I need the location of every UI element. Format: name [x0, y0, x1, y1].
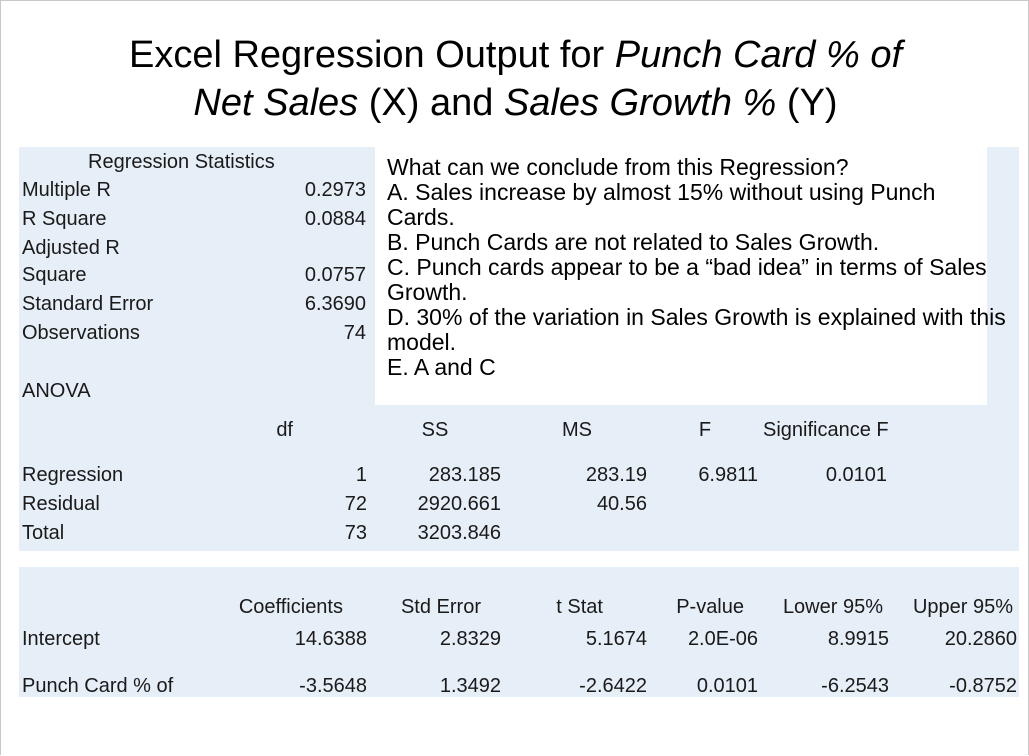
anova-row-label-residual: Residual — [22, 493, 100, 515]
question-box: What can we conclude from this Regressio… — [387, 155, 1007, 380]
anova-total-ss: 3203.846 — [417, 522, 501, 544]
anova-header-df: df — [276, 419, 293, 441]
coef-header-p-value: P-value — [676, 596, 744, 618]
question-prompt: What can we conclude from this Regressio… — [387, 154, 849, 180]
anova-regression-ms: 283.19 — [585, 464, 647, 486]
stats-table-bg — [19, 147, 375, 405]
coef-intercept-coefficient: 14.6388 — [294, 628, 367, 650]
stat-label-multiple-r: Multiple R — [22, 179, 111, 201]
anova-residual-df: 72 — [344, 493, 367, 515]
anova-row-label-total: Total — [22, 522, 65, 544]
coef-punch-card-p-value: 0.0101 — [696, 675, 758, 697]
stat-label-r-square: R Square — [22, 208, 107, 230]
regression-statistics-header: Regression Statistics — [88, 151, 275, 173]
question-option-c: C. Punch cards appear to be a “bad idea”… — [387, 254, 987, 305]
stat-value-r-square: 0.0884 — [304, 208, 366, 230]
anova-header-ms: MS — [562, 419, 592, 441]
anova-regression-f: 6.9811 — [698, 464, 758, 486]
anova-regression-df: 1 — [355, 464, 367, 486]
question-option-a: A. Sales increase by almost 15% without … — [387, 179, 936, 230]
coef-intercept-t-stat: 5.1674 — [585, 628, 647, 650]
stat-label-adjusted-r: Adjusted R — [22, 237, 120, 259]
coef-header-t-stat: t Stat — [556, 596, 603, 618]
coef-header-upper-95: Upper 95% — [912, 596, 1013, 618]
coef-row-label-punch-card: Punch Card % of — [22, 675, 174, 697]
anova-regression-significance-f: 0.0101 — [825, 464, 887, 486]
anova-regression-ss: 283.185 — [428, 464, 501, 486]
slide-title: Excel Regression Output for Punch Card %… — [128, 34, 903, 124]
anova-header-ss: SS — [421, 419, 449, 441]
coef-punch-card-lower-95: -6.2543 — [821, 675, 889, 697]
anova-row-label-regression: Regression — [22, 464, 124, 486]
coef-punch-card-upper-95: -0.8752 — [949, 675, 1017, 697]
question-option-d: D. 30% of the variation in Sales Growth … — [387, 304, 1006, 355]
anova-residual-ms: 40.56 — [596, 493, 647, 515]
question-option-e: E. A and C — [387, 354, 496, 380]
question-option-b: B. Punch Cards are not related to Sales … — [387, 229, 880, 255]
anova-residual-ss: 2920.661 — [417, 493, 501, 515]
stat-label-standard-error: Standard Error — [22, 293, 154, 315]
coef-punch-card-std-error: 1.3492 — [439, 675, 501, 697]
coef-intercept-p-value: 2.0E-06 — [687, 628, 758, 650]
stat-value-standard-error: 6.3690 — [304, 293, 366, 315]
coef-intercept-lower-95: 8.9915 — [827, 628, 889, 650]
anova-header-f: F — [698, 419, 712, 441]
stat-value-adjusted-r-square: 0.0757 — [304, 264, 366, 286]
question-side-strip — [987, 147, 1019, 405]
stat-label-observations: Observations — [22, 322, 140, 344]
coef-punch-card-t-stat: -2.6422 — [579, 675, 647, 697]
anova-label: ANOVA — [22, 380, 91, 402]
coef-row-label-intercept: Intercept — [22, 628, 100, 650]
coef-intercept-upper-95: 20.2860 — [944, 628, 1017, 650]
stat-label-adjusted-r-line2: Square — [22, 264, 87, 286]
coef-header-std-error: Std Error — [400, 596, 481, 618]
coef-punch-card-coefficient: -3.5648 — [299, 675, 367, 697]
anova-total-df: 73 — [344, 522, 367, 544]
anova-table-bg — [19, 405, 1019, 551]
coef-header-coefficients: Coefficients — [238, 596, 343, 618]
coefficients-table-bg — [19, 567, 1019, 697]
anova-header-significance-f: Significance F — [763, 419, 889, 441]
stat-value-observations: 74 — [343, 322, 366, 344]
stat-value-multiple-r: 0.2973 — [304, 179, 366, 201]
coef-header-lower-95: Lower 95% — [782, 596, 883, 618]
coef-intercept-std-error: 2.8329 — [439, 628, 501, 650]
